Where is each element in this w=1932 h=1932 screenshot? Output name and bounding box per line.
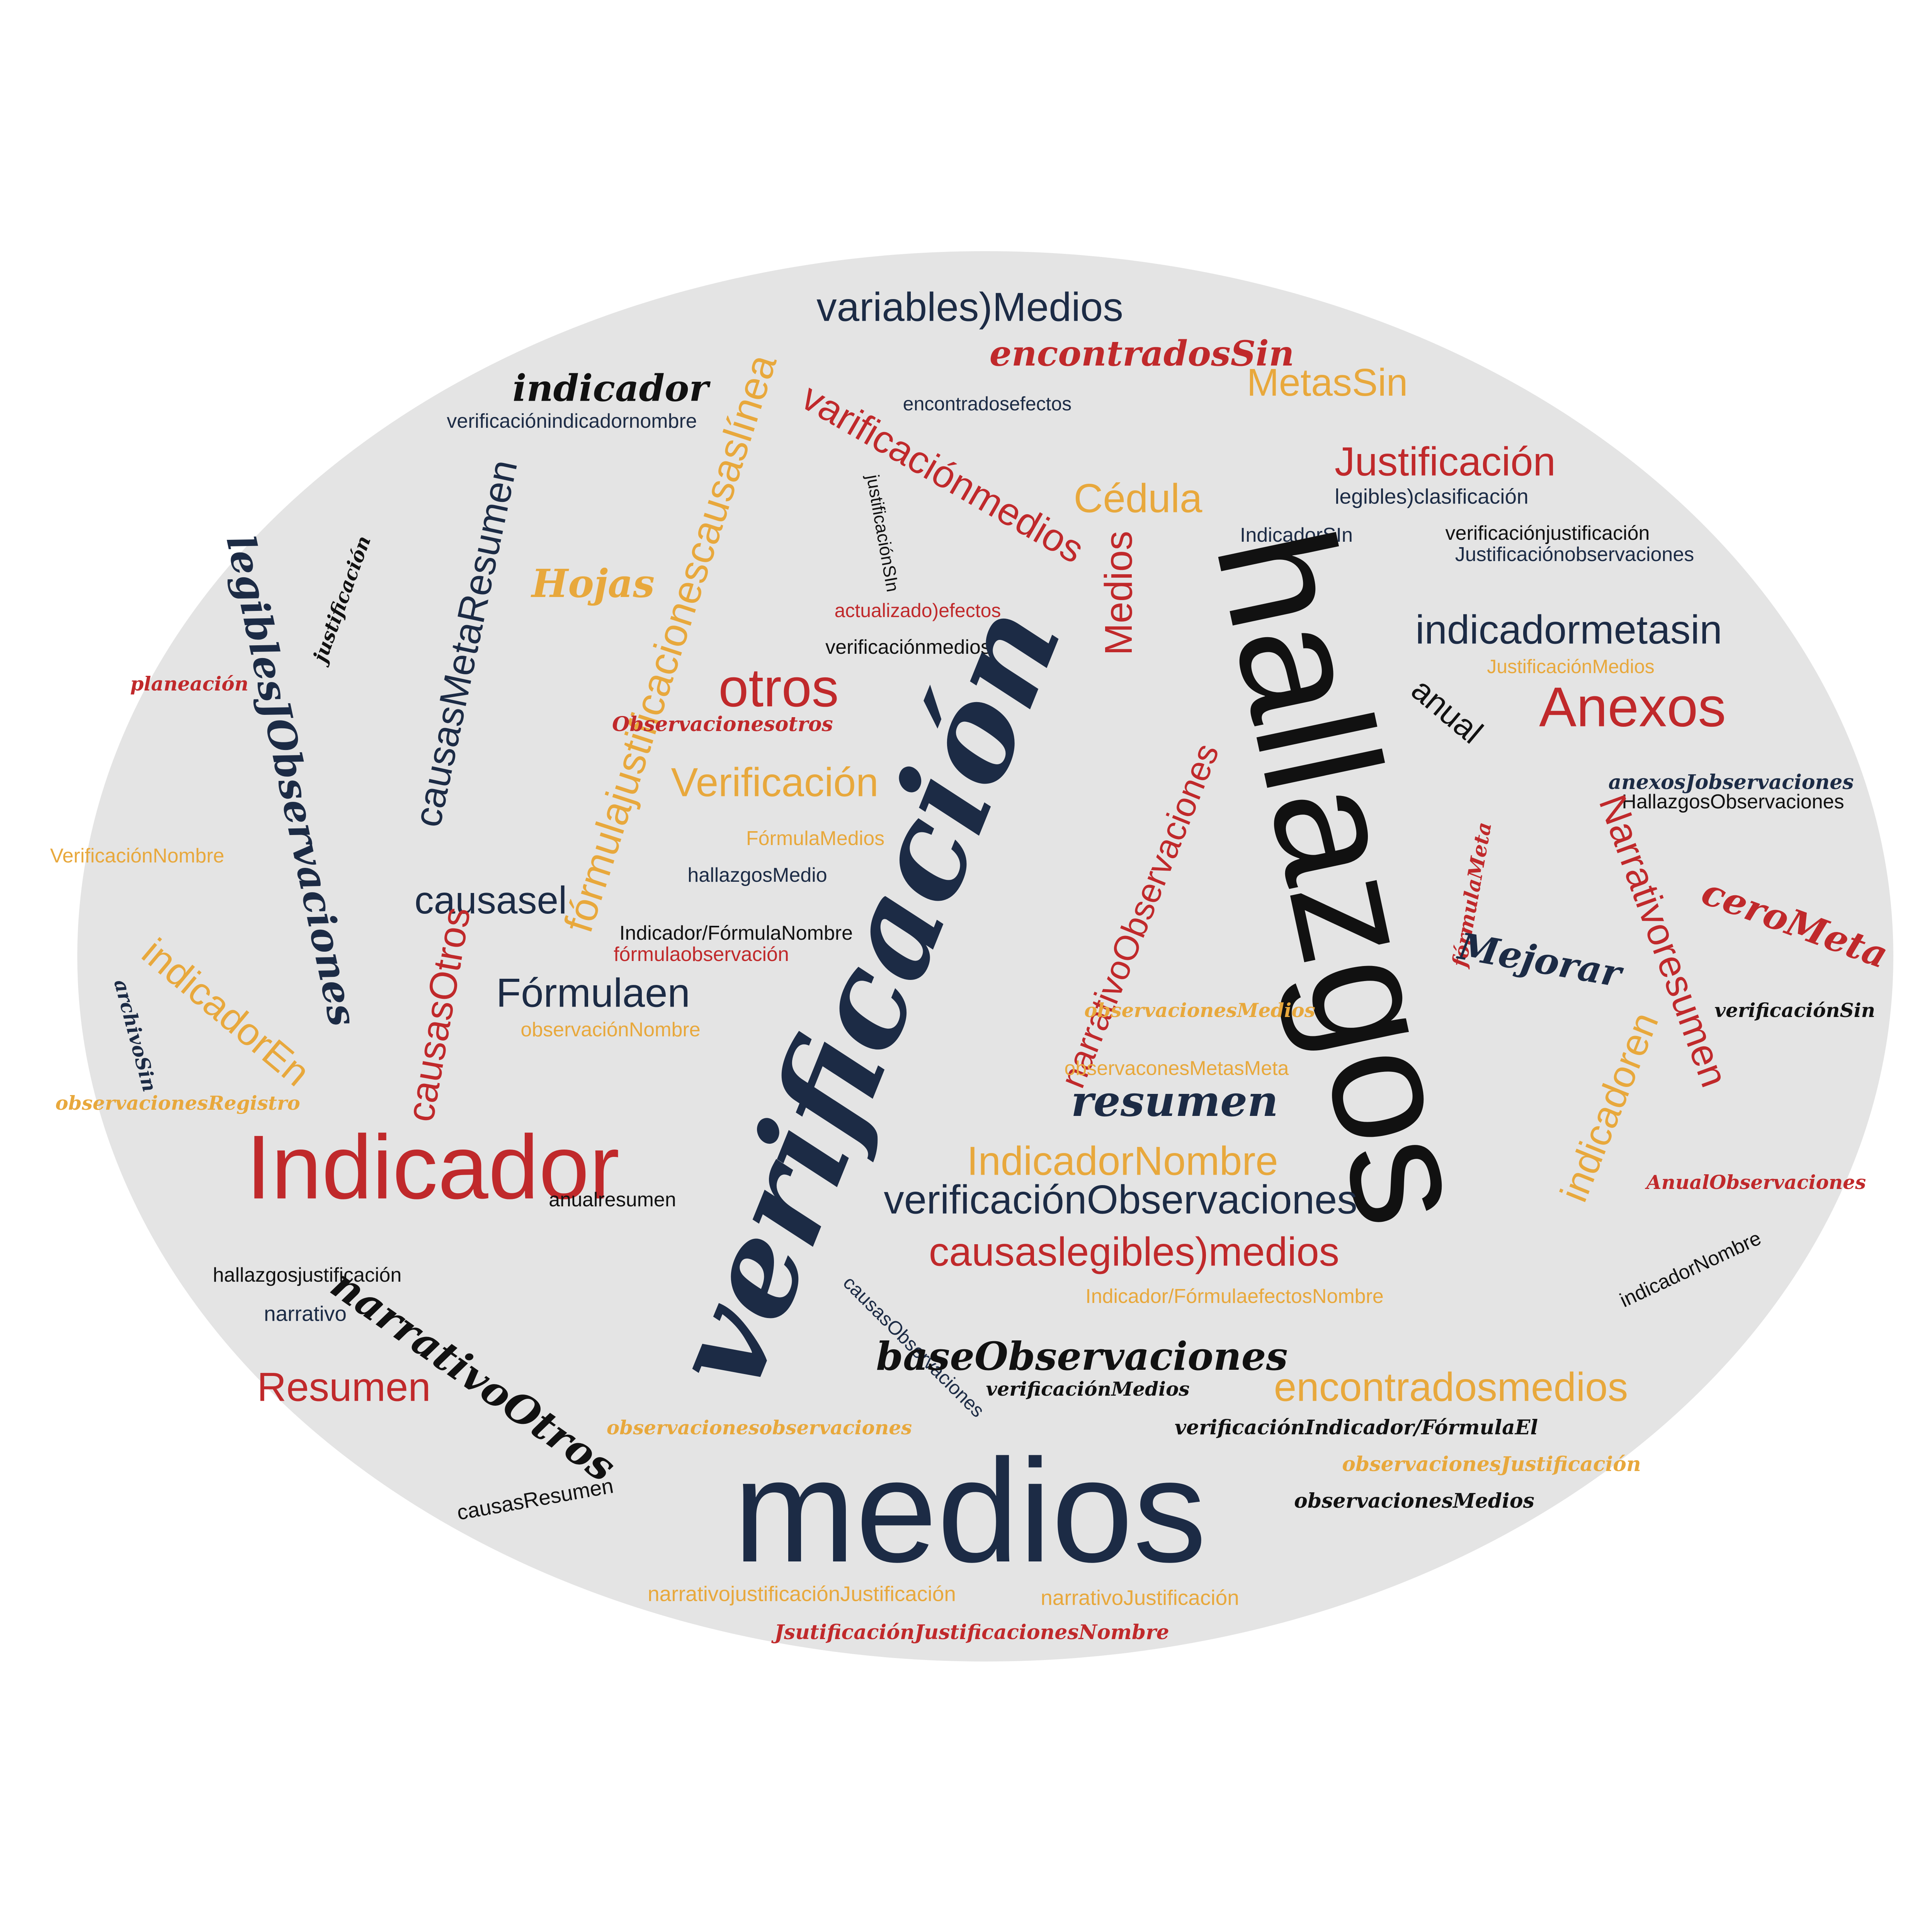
cloud-word: Hojas (531, 561, 655, 606)
cloud-word: baseObservaciones (876, 1333, 1288, 1379)
cloud-word: verificaciónmedios (825, 636, 991, 658)
cloud-word: Resumen (257, 1364, 431, 1410)
cloud-background (77, 251, 1893, 1662)
cloud-word: HallazgosObservaciones (1622, 791, 1844, 813)
cloud-word: Cédula (1073, 476, 1202, 521)
cloud-word: Justificación (1335, 439, 1556, 485)
cloud-word: causaslegibles)medios (929, 1229, 1340, 1275)
cloud-word: planeación (130, 672, 249, 695)
cloud-word: Verificación (671, 760, 879, 805)
cloud-word: hallazgosMedio (687, 864, 827, 886)
cloud-word: observaconesMetasMeta (1064, 1057, 1289, 1080)
cloud-word: Indicador (246, 1116, 620, 1218)
cloud-word: encontradosmedios (1274, 1364, 1628, 1410)
cloud-word: MetasSin (1247, 361, 1408, 404)
cloud-word: anualresumen (549, 1189, 676, 1211)
cloud-word: otros (718, 657, 839, 718)
cloud-word: verificaciónMedios (986, 1378, 1190, 1400)
cloud-word: encontradosefectos (903, 393, 1072, 415)
cloud-word: indicador (512, 367, 709, 410)
cloud-word: verificaciónIndicador/FórmulaEl (1174, 1416, 1538, 1439)
cloud-word: VerificaciónNombre (50, 845, 224, 867)
cloud-word: observacionesJustificación (1342, 1452, 1641, 1476)
cloud-word: Medios (1097, 531, 1140, 656)
cloud-word: Fórmulaen (496, 970, 690, 1016)
cloud-word: Indicador/FórmulaefectosNombre (1085, 1285, 1384, 1308)
cloud-word: observacionesMedios (1294, 1489, 1534, 1513)
cloud-word: verificaciónSin (1714, 999, 1875, 1022)
cloud-word: verificaciónObservaciones (884, 1177, 1357, 1223)
cloud-word: fórmulaobservación (614, 943, 789, 966)
cloud-word: indicadormetasin (1415, 607, 1722, 653)
cloud-word: legibles)clasificación (1335, 484, 1529, 509)
cloud-word: JsutificaciónJustificacionesNombre (774, 1621, 1169, 1644)
cloud-word: hallazgosjustificación (213, 1264, 402, 1286)
cloud-word: JustificaciónMedios (1487, 656, 1655, 677)
cloud-word: Observacionesotros (612, 713, 833, 736)
cloud-word: narrativo (264, 1301, 347, 1326)
cloud-word: FórmulaMedios (746, 827, 885, 850)
cloud-word: verificaciónjustificación (1445, 522, 1650, 544)
cloud-word: observacionesRegistro (55, 1092, 300, 1114)
cloud-word: medios (733, 1429, 1207, 1593)
cloud-word: Indicador/FórmulaNombre (619, 922, 853, 944)
cloud-word: AnualObservaciones (1646, 1171, 1866, 1194)
cloud-word: causasel (414, 879, 567, 922)
cloud-word: encontradosSin (989, 333, 1294, 374)
cloud-word: Justificaciónobservaciones (1455, 543, 1694, 566)
cloud-word: IndicadorNombre (967, 1138, 1278, 1184)
cloud-word: variables)Medios (816, 284, 1123, 330)
cloud-word: Anexos (1539, 675, 1726, 738)
cloud-word: observaciónNombre (520, 1019, 701, 1041)
cloud-word: anexosJobservaciones (1608, 770, 1854, 794)
cloud-word: verificaciónindicadornombre (447, 410, 697, 432)
cloud-word: resumen (1071, 1076, 1279, 1126)
cloud-word: IndicadorSIn (1240, 524, 1353, 546)
cloud-word: narrativoJustificación (1041, 1585, 1239, 1610)
cloud-word: observacionesobservaciones (606, 1416, 912, 1439)
cloud-word: actualizado)efectos (834, 600, 1001, 621)
cloud-word: narrativojustificaciónJustificación (648, 1582, 956, 1606)
cloud-word: observacionesMedios (1084, 999, 1315, 1022)
